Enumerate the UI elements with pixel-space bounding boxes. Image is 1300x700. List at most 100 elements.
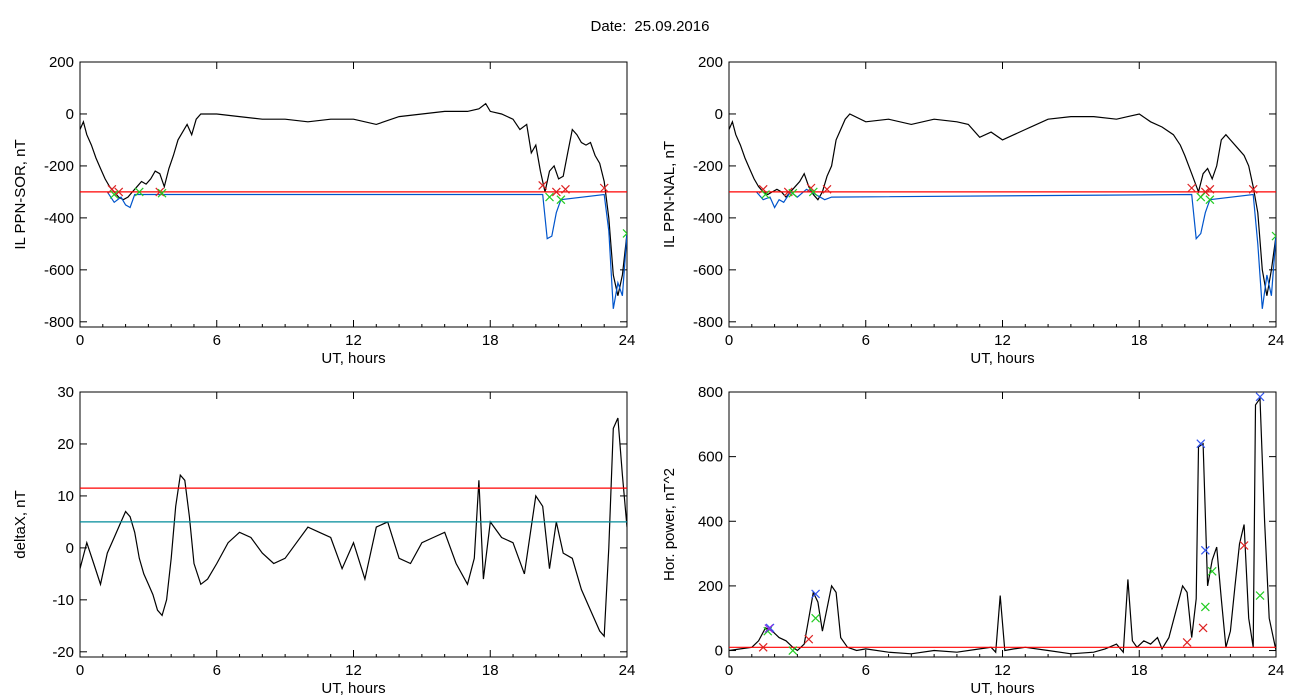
series-line-0 <box>729 396 1276 655</box>
series-line-1 <box>106 191 627 309</box>
marker-1-1 <box>788 646 798 655</box>
x-tick-label: 6 <box>862 662 870 679</box>
marker-0-7 <box>1248 184 1258 194</box>
marker-0-4 <box>1187 183 1197 193</box>
y-axis-label: IL PPN-NAL, nT <box>661 141 678 248</box>
marker-0-0 <box>758 642 768 652</box>
x-tick-label: 6 <box>862 332 870 349</box>
y-tick-label: 0 <box>715 643 723 660</box>
y-tick-label: -600 <box>44 262 74 279</box>
marker-0-1 <box>804 634 814 644</box>
x-axis-label: UT, hours <box>970 350 1034 367</box>
y-tick-label: 200 <box>698 54 723 71</box>
y-tick-label: 200 <box>49 54 74 71</box>
marker-0-4 <box>1239 541 1249 550</box>
y-tick-label: -600 <box>693 262 723 279</box>
y-tick-label: 0 <box>715 106 723 123</box>
x-tick-label: 12 <box>345 662 362 679</box>
y-tick-label: 400 <box>698 513 723 530</box>
marker-1-0 <box>109 190 119 199</box>
series-group <box>80 417 627 638</box>
panel-p2: 0 6 12 18 24 -800 -600 -400 -200 0 200 UT, hours IL … <box>661 54 1284 367</box>
x-tick-label: 0 <box>76 332 84 349</box>
marker-0-2 <box>1182 638 1192 647</box>
x-tick-label: 0 <box>76 662 84 679</box>
panel-p1: 0 6 12 18 24 -800 -600 -400 -200 0 200 UT, hours IL … <box>12 54 635 367</box>
x-axis-label: UT, hours <box>321 350 385 367</box>
marker-0-4 <box>551 187 561 197</box>
marker-1-2 <box>157 188 167 198</box>
x-tick-label: 18 <box>482 332 499 349</box>
marker-2-2 <box>1196 439 1206 449</box>
x-tick-label: 24 <box>619 662 636 679</box>
date-value: 25.09.2016 <box>634 18 710 35</box>
marker-0-3 <box>538 180 548 190</box>
marker-1-5 <box>622 229 627 238</box>
y-tick-label: 800 <box>698 384 723 401</box>
x-tick-label: 0 <box>725 332 733 349</box>
marker-1-4 <box>1207 566 1217 576</box>
y-tick-label: 600 <box>698 449 723 466</box>
marker-0-3 <box>822 184 832 194</box>
marker-1-3 <box>1196 192 1206 202</box>
y-tick-label: -200 <box>693 158 723 175</box>
y-tick-label: -20 <box>52 644 74 661</box>
y-tick-label: -400 <box>44 210 74 227</box>
x-tick-label: 6 <box>213 662 221 679</box>
x-tick-label: 18 <box>1131 662 1148 679</box>
x-axis-label: UT, hours <box>321 680 385 697</box>
marker-1-1 <box>134 187 144 197</box>
marker-3-0 <box>764 624 774 633</box>
series-line-0 <box>80 417 627 638</box>
series-group <box>729 392 1276 655</box>
series-line-0 <box>80 102 627 296</box>
y-tick-label: -800 <box>44 314 74 331</box>
y-axis-label: Hor. power, nT^2 <box>661 468 678 581</box>
chart-title: Date: 25.09.2016 <box>0 18 1300 35</box>
marker-1-5 <box>1255 591 1265 601</box>
y-tick-label: 10 <box>57 488 74 505</box>
y-tick-label: -200 <box>44 158 74 175</box>
x-tick-label: 0 <box>725 662 733 679</box>
y-axis-label: deltaX, nT <box>12 490 29 558</box>
y-tick-label: 0 <box>66 540 74 557</box>
marker-0-6 <box>599 183 609 193</box>
marker-1-4 <box>556 195 566 205</box>
x-tick-label: 12 <box>994 332 1011 349</box>
marker-2-3 <box>1200 545 1210 555</box>
series-line-1 <box>755 188 1276 309</box>
series-group <box>729 113 1276 309</box>
y-tick-label: 200 <box>698 578 723 595</box>
marker-0-5 <box>561 184 570 194</box>
x-tick-label: 6 <box>213 332 221 349</box>
panel-p4: 0 6 12 18 24 0 200 400 600 800 UT, hours Hor. power… <box>661 384 1284 697</box>
x-axis-label: UT, hours <box>970 680 1034 697</box>
date-label: Date: <box>590 18 627 35</box>
panel-p3: 0 6 12 18 24 -20 -10 0 10 20 30 UT, hours deltaX, nT <box>12 384 635 697</box>
y-tick-label: -800 <box>693 314 723 331</box>
marker-0-1 <box>114 187 124 197</box>
marker-0-0 <box>758 184 768 194</box>
marker-2-1 <box>811 589 821 599</box>
marker-1-3 <box>1200 602 1210 612</box>
y-tick-label: -400 <box>693 210 723 227</box>
marker-2-4 <box>1255 392 1265 402</box>
marker-1-4 <box>1205 195 1215 205</box>
marker-1-3 <box>545 192 554 202</box>
y-tick-label: -10 <box>52 592 74 609</box>
marker-1-5 <box>1271 231 1276 241</box>
y-axis-label: IL PPN-SOR, nT <box>12 139 29 249</box>
marker-0-6 <box>1205 184 1215 194</box>
marker-0-3 <box>1198 623 1208 633</box>
marker-0-2 <box>155 187 165 197</box>
marker-1-1 <box>788 188 798 198</box>
marker-0-0 <box>107 184 117 194</box>
x-tick-label: 18 <box>1131 332 1148 349</box>
x-tick-label: 24 <box>1268 332 1285 349</box>
x-tick-label: 24 <box>619 332 636 349</box>
x-tick-label: 12 <box>994 662 1011 679</box>
y-tick-label: 20 <box>57 436 74 453</box>
series-line-0 <box>729 113 1276 296</box>
marker-1-0 <box>761 190 770 199</box>
